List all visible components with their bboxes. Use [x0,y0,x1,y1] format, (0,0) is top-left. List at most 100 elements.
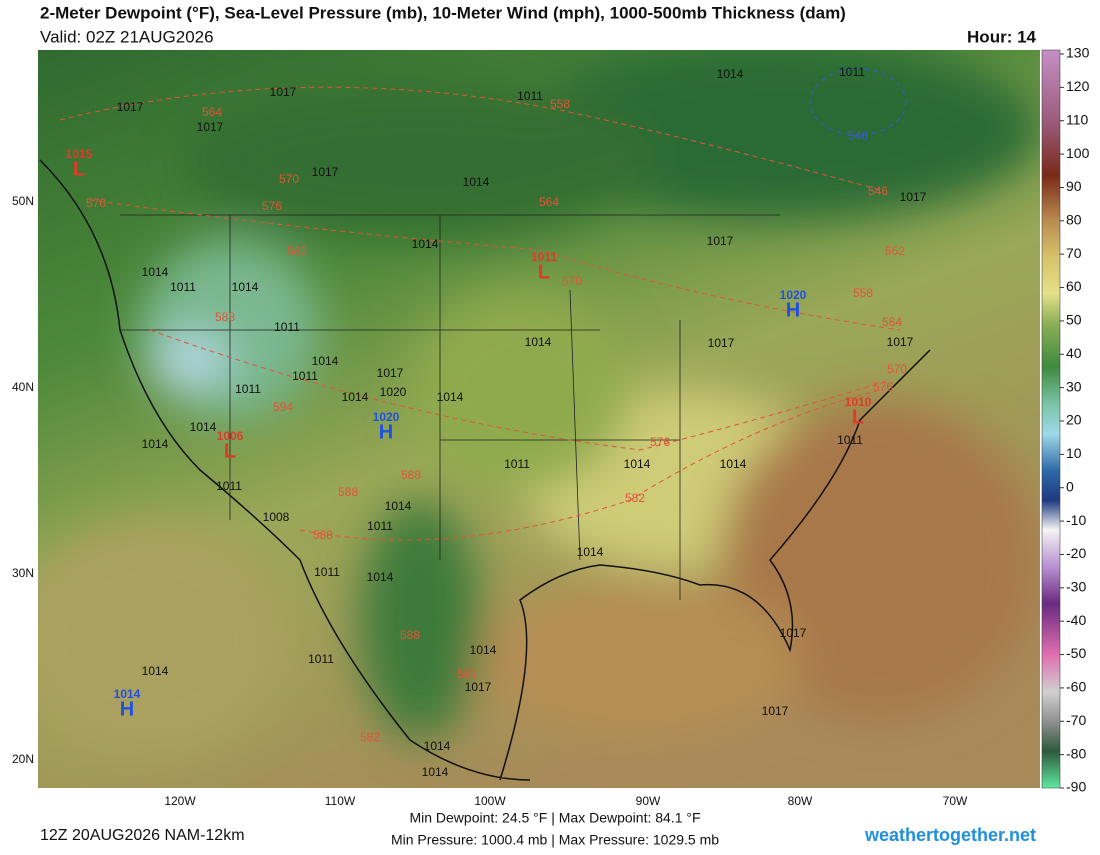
colorbar-label: 70 [1066,245,1082,261]
pressure-label: 1017 [762,704,789,718]
thickness-label: 582 [457,667,477,681]
thickness-contours [59,86,901,541]
pressure-label: 1017 [377,366,404,380]
thickness-label: 576 [650,435,670,449]
thickness-label: 558 [853,286,873,300]
thickness-label: 570 [86,196,106,210]
colorbar-label: 10 [1066,445,1082,461]
lat-label: 50N [12,194,34,208]
pressure-label: 1014 [463,175,490,189]
pressure-label: 1014 [412,237,439,251]
pressure-label: 1011 [216,479,242,493]
colorbar-label: -10 [1066,512,1086,528]
colorbar-label: 120 [1066,78,1090,94]
lows-symbol: L [852,406,864,428]
pressure-label: 1011 [170,280,196,294]
thickness-label: 576 [873,380,893,394]
site-credit: weathertogether.net [864,825,1036,845]
pressure-label: 1011 [367,519,393,533]
highs-symbol: H [120,698,134,720]
lat-label: 20N [12,752,34,766]
pressure-label: 1017 [117,100,144,114]
pressure-label: 1014 [422,765,449,779]
highs-value: 1014 [114,687,141,701]
pressure-label: 1017 [780,626,807,640]
pressure-label: 1014 [142,265,169,279]
lat-label: 30N [12,566,34,580]
pressure-label: 1014 [470,643,497,657]
pressure-label: 1014 [424,739,451,753]
valid-time: Valid: 02Z 21AUG2026 [40,27,214,46]
pressure-label: 1017 [708,336,735,350]
pressure-label: 1014 [385,499,412,513]
thickness-label: 564 [882,315,902,329]
pressure-label: 1014 [577,545,604,559]
lows-symbol: L [538,261,550,283]
thickness-contour-540 [809,68,907,136]
pressure-label: 1011 [314,565,340,579]
forecast-hour: Hour: 14 [967,27,1037,46]
thickness-label: 588 [215,310,235,324]
thickness-label: 588 [338,485,358,499]
colorbar-label: 80 [1066,212,1082,228]
lon-label: 100W [474,794,506,808]
thickness-label: 582 [287,244,307,258]
pressure-label: 1014 [232,280,259,294]
thickness-label: 564 [202,105,222,119]
model-run: 12Z 20AUG2026 NAM-12km [40,827,245,844]
lat-label: 40N [12,380,34,394]
highs-value: 1020 [780,288,807,302]
lon-label: 70W [943,794,968,808]
pressure-label: 1014 [624,457,651,471]
pressure-label: 1008 [263,510,290,524]
thickness-label: 546 [868,184,888,198]
dewpoint-field [38,50,1040,760]
thickness-label: 582 [625,491,645,505]
pressure-label: 1011 [517,89,543,103]
colorbar-label: 110 [1066,111,1089,127]
pressure-label: 1014 [342,390,369,404]
pressure-label: 1014 [717,67,744,81]
colorbar-label: -30 [1066,579,1086,595]
lows-value: 1015 [66,147,93,161]
thickness-label: 570 [562,274,582,288]
colorbar-label: -90 [1066,779,1086,795]
title: 2-Meter Dewpoint (°F), Sea-Level Pressur… [40,3,846,22]
thickness-label: 564 [539,195,559,209]
lon-label: 80W [788,794,813,808]
pressure-label: 1014 [437,390,464,404]
pressure-label: 1014 [142,437,169,451]
colorbar-label: 90 [1066,178,1082,194]
colorbar-label: -20 [1066,545,1086,561]
pressure-label: 1017 [197,120,224,134]
pressure-label: 1011 [839,65,865,79]
pressure-label: 1017 [887,335,914,349]
thickness-label: 582 [360,730,380,744]
highs-symbol: H [379,421,393,443]
pressure-label: 1017 [270,85,297,99]
thickness-label: 552 [885,244,905,258]
colorbar [1041,49,1061,789]
lows-value: 1010 [845,395,872,409]
thickness-label: 576 [262,199,282,213]
lows-value: 1011 [531,250,557,264]
colorbar-label: 50 [1066,312,1082,328]
colorbar-label: -80 [1066,745,1086,761]
lon-label: 110W [325,794,356,808]
lon-label: 120W [164,794,196,808]
lows-value: 1006 [217,429,244,443]
colorbar-label: 130 [1066,45,1090,61]
map: 1014101110171017101710171014101410141011… [38,50,1040,788]
highs-symbol: H [786,299,800,321]
highs-value: 1020 [373,410,400,424]
pressure-label: 1014 [525,335,552,349]
pressure-label: 1017 [900,190,927,204]
thickness-label: 540 [848,129,868,143]
coastline [39,159,931,781]
thickness-label: 588 [313,528,333,542]
colorbar-label: 60 [1066,278,1082,294]
pressure-label: 1011 [235,382,261,396]
pressure-label: 1014 [720,457,747,471]
pressure-label: 1011 [274,320,300,334]
